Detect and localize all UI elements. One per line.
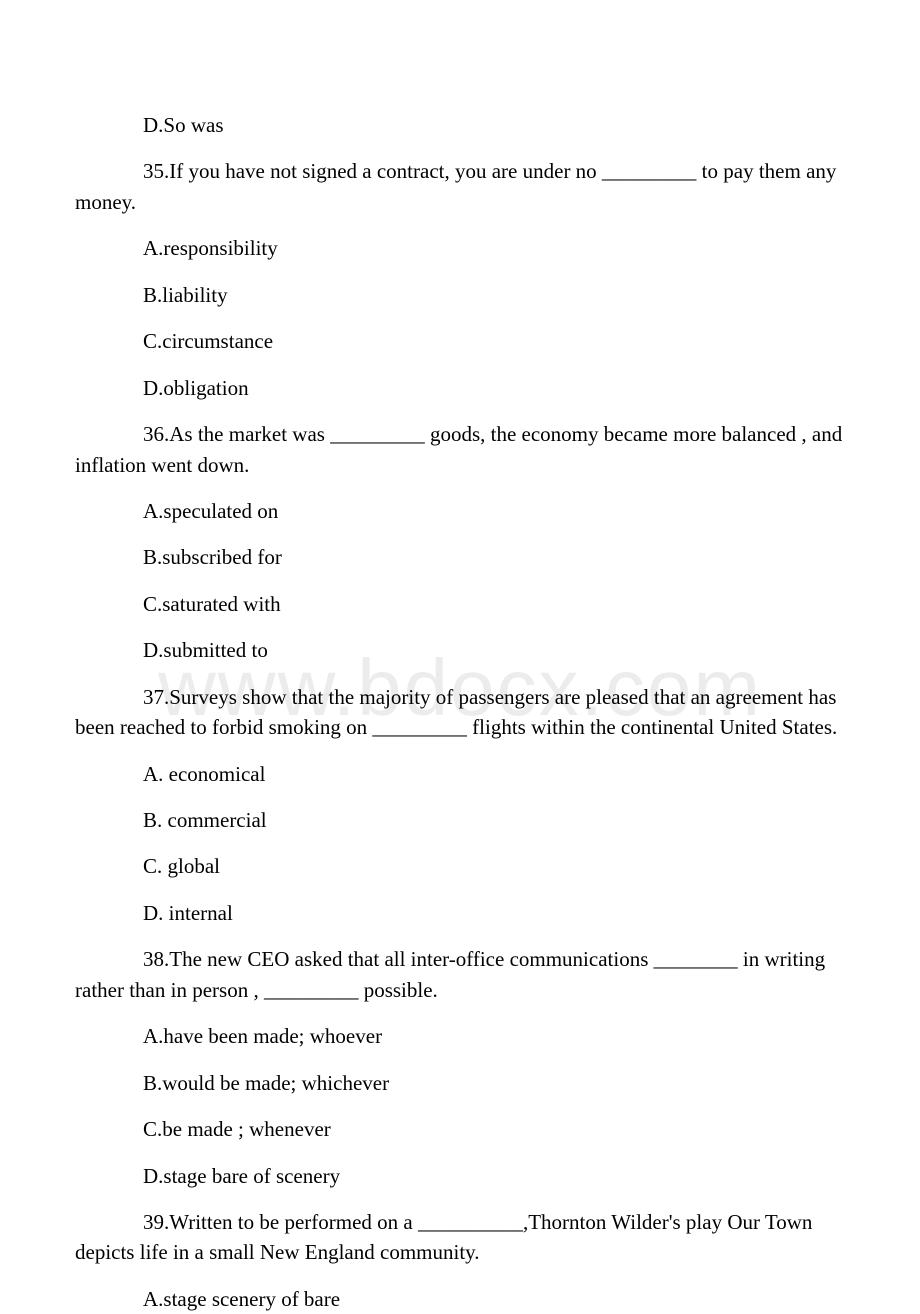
q36-question: 36.As the market was _________ goods, th…	[75, 419, 845, 480]
q35-text: 35.If you have not signed a contract, yo…	[75, 156, 845, 217]
q38-option-d: D.stage bare of scenery	[143, 1161, 845, 1191]
q36-text: 36.As the market was _________ goods, th…	[75, 419, 845, 480]
q34-option-d: D.So was	[143, 110, 845, 140]
q35-question: 35.If you have not signed a contract, yo…	[75, 156, 845, 217]
q39-question: 39.Written to be performed on a ________…	[75, 1207, 845, 1268]
q36-option-c: C.saturated with	[143, 589, 845, 619]
q38-option-c: C.be made ; whenever	[143, 1114, 845, 1144]
q37-option-b: B. commercial	[143, 805, 845, 835]
q36-option-d: D.submitted to	[143, 635, 845, 665]
q36-option-b: B.subscribed for	[143, 542, 845, 572]
q38-question: 38.The new CEO asked that all inter-offi…	[75, 944, 845, 1005]
q38-option-a: A.have been made; whoever	[143, 1021, 845, 1051]
q37-option-c: C. global	[143, 851, 845, 881]
q39-option-a: A.stage scenery of bare	[143, 1284, 845, 1314]
q39-text: 39.Written to be performed on a ________…	[75, 1207, 845, 1268]
q37-question: 37.Surveys show that the majority of pas…	[75, 682, 845, 743]
q38-text: 38.The new CEO asked that all inter-offi…	[75, 944, 845, 1005]
q37-option-a: A. economical	[143, 759, 845, 789]
q38-option-b: B.would be made; whichever	[143, 1068, 845, 1098]
document-content: D.So was 35.If you have not signed a con…	[75, 110, 845, 1314]
q35-option-b: B.liability	[143, 280, 845, 310]
q36-option-a: A.speculated on	[143, 496, 845, 526]
q35-option-c: C.circumstance	[143, 326, 845, 356]
q37-option-d: D. internal	[143, 898, 845, 928]
q35-option-d: D.obligation	[143, 373, 845, 403]
q35-option-a: A.responsibility	[143, 233, 845, 263]
q37-text: 37.Surveys show that the majority of pas…	[75, 682, 845, 743]
